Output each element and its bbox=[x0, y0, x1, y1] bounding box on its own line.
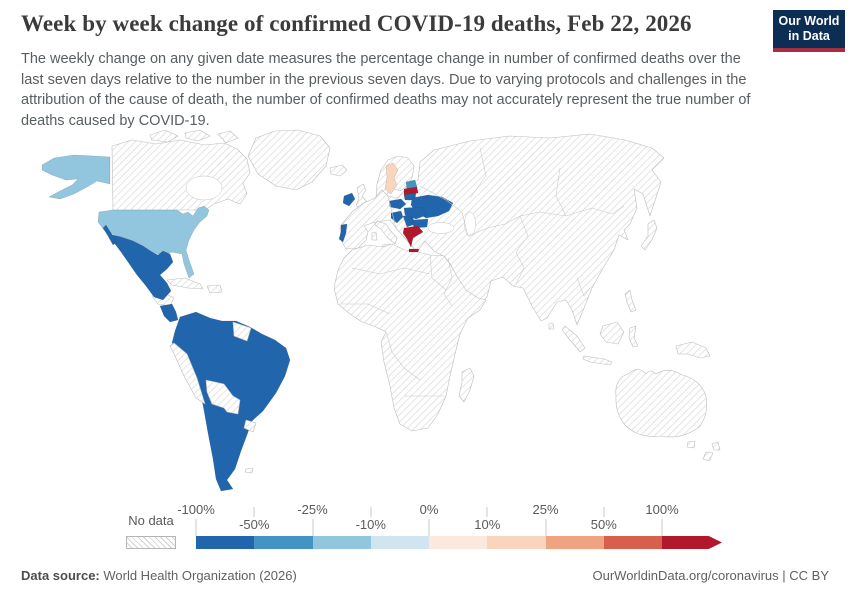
region-falkland-islands[interactable] bbox=[244, 467, 254, 474]
region-new-zealand[interactable] bbox=[702, 451, 714, 462]
region-africa[interactable] bbox=[333, 243, 487, 432]
region-sumatra[interactable] bbox=[561, 325, 586, 353]
region-canada[interactable] bbox=[111, 139, 251, 211]
region-bolivia-paraguay[interactable] bbox=[205, 379, 241, 415]
hudson-bay bbox=[185, 175, 223, 201]
region-greece[interactable] bbox=[402, 225, 424, 248]
region-eurasia[interactable] bbox=[339, 133, 665, 326]
owid-logo-line1: Our World bbox=[778, 14, 840, 28]
legend-bin[interactable] bbox=[196, 536, 255, 549]
region-tasmania[interactable] bbox=[686, 440, 696, 449]
legend-colorbar bbox=[196, 536, 662, 549]
region-hispaniola[interactable] bbox=[206, 284, 223, 294]
legend-tick: -25% bbox=[297, 502, 328, 517]
legend-bin[interactable] bbox=[545, 536, 604, 549]
legend-tick-line bbox=[312, 519, 313, 536]
no-data-label: No data bbox=[128, 513, 174, 528]
legend-bin[interactable] bbox=[370, 536, 429, 549]
legend-tick-line bbox=[370, 507, 372, 517]
legend-bin[interactable] bbox=[429, 536, 488, 549]
region-sweden[interactable] bbox=[384, 162, 399, 195]
caspian-sea bbox=[464, 211, 476, 237]
legend-tick: 25% bbox=[532, 502, 559, 517]
legend-bin[interactable] bbox=[254, 536, 313, 549]
region-romania[interactable] bbox=[403, 206, 428, 220]
legend-tick: 10% bbox=[474, 517, 501, 532]
region-baja-california-mexico[interactable] bbox=[102, 224, 118, 246]
region-australia[interactable] bbox=[615, 368, 707, 438]
legend-bin[interactable] bbox=[312, 536, 371, 549]
region-bulgaria[interactable] bbox=[411, 218, 429, 229]
legend-tick: -50% bbox=[239, 517, 270, 532]
region-canadian-arctic-islands[interactable] bbox=[217, 130, 239, 144]
region-sardinia[interactable] bbox=[371, 231, 378, 241]
legend-tick: 100% bbox=[645, 502, 679, 517]
region-canadian-arctic-islands[interactable] bbox=[184, 129, 211, 142]
owid-logo[interactable]: Our World in Data bbox=[773, 10, 845, 52]
region-borneo[interactable] bbox=[599, 321, 625, 345]
owid-url-license[interactable]: OurWorldinData.org/coronavirus | CC BY bbox=[592, 568, 829, 583]
data-source-label: Data source: bbox=[21, 568, 100, 583]
region-canadian-arctic-islands[interactable] bbox=[149, 129, 179, 143]
region-madagascar[interactable] bbox=[458, 367, 475, 403]
region-ireland[interactable] bbox=[342, 192, 356, 207]
legend-tick-line bbox=[428, 519, 430, 536]
chart-subtitle: The weekly change on any given date meas… bbox=[21, 51, 751, 129]
region-sri-lanka[interactable] bbox=[548, 322, 555, 330]
legend-tick: -100% bbox=[177, 502, 215, 517]
legend-tick-line bbox=[545, 519, 546, 536]
data-source-value: World Health Organization (2026) bbox=[99, 568, 297, 583]
region-italy[interactable] bbox=[374, 220, 398, 245]
region-new-zealand[interactable] bbox=[711, 441, 721, 451]
legend-tick: -10% bbox=[355, 517, 386, 532]
region-alaska-united-states[interactable] bbox=[41, 154, 111, 200]
black-sea bbox=[427, 222, 455, 234]
legend-tick-line bbox=[603, 507, 605, 517]
legend-tick: 50% bbox=[590, 517, 617, 532]
region-hungary[interactable] bbox=[388, 198, 407, 210]
legend-bin[interactable] bbox=[487, 536, 546, 549]
legend-tick-line bbox=[253, 507, 255, 517]
region-latvia[interactable] bbox=[403, 186, 419, 196]
region-greenland[interactable] bbox=[247, 129, 331, 191]
legend-bin[interactable] bbox=[603, 536, 662, 549]
region-nicaragua-costa-rica[interactable] bbox=[159, 303, 179, 323]
legend-arrow-bin[interactable] bbox=[662, 536, 722, 549]
region-peru-ecuador[interactable] bbox=[169, 342, 206, 405]
region-uruguay[interactable] bbox=[243, 419, 257, 433]
map-legend: No data -100% -50% -25% -10% 0% 10% 25% … bbox=[0, 495, 850, 557]
region-portugal[interactable] bbox=[338, 223, 348, 243]
region-java[interactable] bbox=[582, 355, 613, 366]
region-new-guinea[interactable] bbox=[675, 341, 711, 359]
region-united-states[interactable] bbox=[97, 205, 210, 279]
region-philippines[interactable] bbox=[624, 289, 637, 313]
legend-tick-line bbox=[195, 519, 197, 536]
owid-logo-line2: in Data bbox=[788, 29, 830, 43]
page-title: Week by week change of confirmed COVID-1… bbox=[21, 11, 692, 36]
legend-tick: 0% bbox=[419, 502, 439, 517]
region-iceland[interactable] bbox=[329, 164, 348, 177]
legend-tick-line bbox=[661, 519, 663, 536]
region-guyanas[interactable] bbox=[232, 321, 252, 342]
region-mexico[interactable] bbox=[108, 234, 174, 301]
region-japan[interactable] bbox=[640, 219, 658, 251]
data-source-note: Data source: World Health Organization (… bbox=[21, 568, 297, 583]
region-sulawesi[interactable] bbox=[628, 325, 639, 348]
region-cuba[interactable] bbox=[166, 277, 204, 290]
country-borders bbox=[340, 147, 625, 397]
no-data-swatch[interactable] bbox=[126, 536, 176, 549]
world-choropleth-map[interactable] bbox=[0, 128, 850, 500]
legend-tick-line bbox=[486, 507, 488, 517]
region-crete-greece[interactable] bbox=[408, 248, 420, 253]
